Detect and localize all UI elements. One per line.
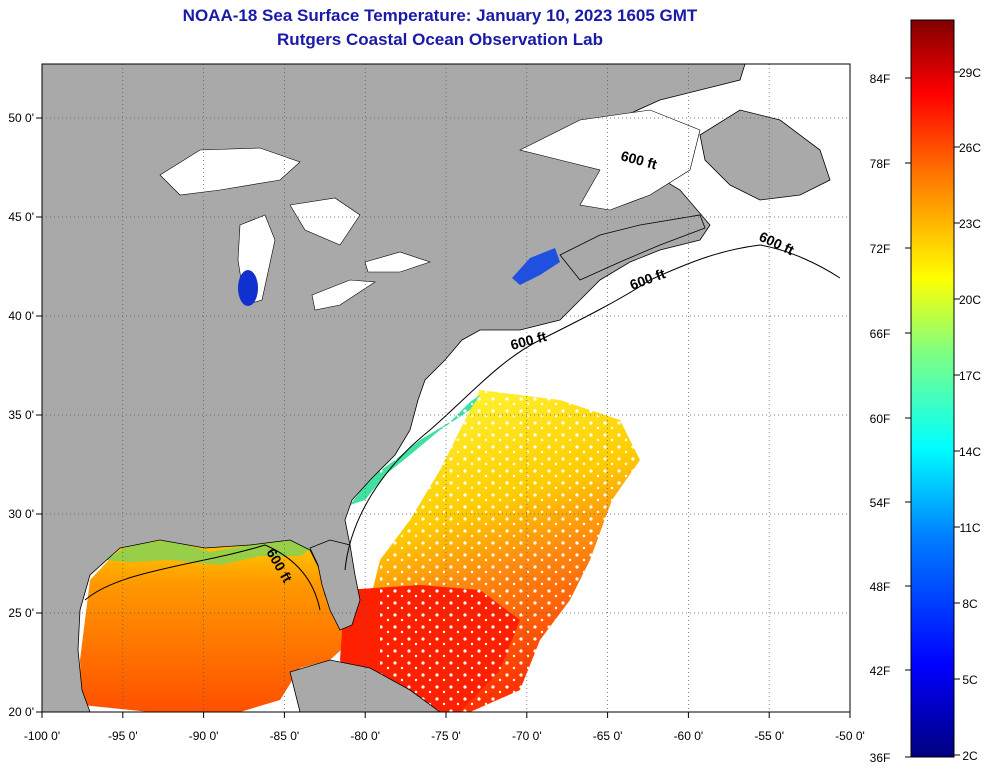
colorbar-c-label: 23C	[959, 217, 981, 231]
colorbar-f-label: 48F	[870, 580, 891, 594]
colorbar-f-label: 42F	[870, 664, 891, 678]
colorbar-f-label: 66F	[870, 327, 891, 341]
lon-tick-label: -70 0'	[512, 729, 542, 743]
lat-tick-label: 25 0'	[8, 606, 34, 620]
lon-tick-label: -90 0'	[189, 729, 219, 743]
cloud-speckle	[380, 380, 660, 712]
land-newfoundland	[699, 109, 831, 201]
colorbar-c-label: 8C	[962, 597, 978, 611]
colorbar-f-label: 78F	[870, 157, 891, 171]
lon-tick-label: -85 0'	[270, 729, 300, 743]
gulf-st-lawrence	[519, 109, 701, 211]
colorbar-c-label: 26C	[959, 141, 981, 155]
lon-tick-label: -65 0'	[593, 729, 623, 743]
great-lakes	[159, 147, 431, 311]
colorbar-c-label: 20C	[959, 293, 981, 307]
gulf-sst-region	[80, 540, 352, 712]
land-florida	[309, 539, 361, 631]
lon-tick-label: -95 0'	[108, 729, 138, 743]
colorbar-c-label: 5C	[962, 673, 978, 687]
colorbar-c-label: 17C	[959, 369, 981, 383]
colorbar-c-label: 11C	[959, 521, 980, 535]
lon-tick-label: -55 0'	[754, 729, 784, 743]
lon-tick-label: -75 0'	[431, 729, 461, 743]
colorbar-c-label: 14C	[959, 445, 981, 459]
lon-tick-label: -60 0'	[674, 729, 704, 743]
map-title: NOAA-18 Sea Surface Temperature: January…	[182, 6, 698, 25]
lat-tick-label: 30 0'	[8, 507, 34, 521]
lat-tick-label: 35 0'	[8, 408, 34, 422]
colorbar-c-label: 29C	[959, 66, 981, 80]
lake-michigan-cold	[238, 270, 258, 306]
lon-tick-label: -100 0'	[24, 729, 60, 743]
lon-tick-label: -50 0'	[835, 729, 865, 743]
colorbar-c-label: 2C	[962, 749, 978, 763]
map-grid	[42, 64, 850, 712]
colorbar-scale	[910, 19, 955, 758]
land-nova-scotia	[559, 214, 706, 281]
lon-tick-label: -80 0'	[350, 729, 380, 743]
lat-tick-label: 40 0'	[8, 309, 34, 323]
gulf-of-maine-cold	[512, 248, 560, 285]
gulf-cool-band	[105, 538, 312, 565]
axis-ticks: -100 0' -95 0' -90 0' -85 0' -80 0' -75 0' -70…	[8, 111, 864, 743]
lat-tick-label: 50 0'	[8, 111, 34, 125]
colorbar-ticks: 84F 78F 72F 66F 60F 54F 48F 42F 36F 29C 26C 23C 20C 1…	[870, 66, 982, 765]
colorbar-f-label: 72F	[870, 242, 891, 256]
land-cuba	[289, 659, 441, 712]
lat-tick-label: 20 0'	[8, 705, 34, 719]
map-plot-area: 600 ft 600 ft 600 ft 600 ft 600 ft	[42, 64, 850, 712]
map-subtitle: Rutgers Coastal Ocean Observation Lab	[277, 30, 603, 49]
lat-tick-label: 45 0'	[8, 210, 34, 224]
colorbar-f-label: 84F	[870, 72, 891, 86]
colorbar-f-label: 60F	[870, 412, 891, 426]
isobath-600ft	[84, 244, 841, 611]
colorbar-f-label: 36F	[870, 751, 891, 765]
colorbar-f-label: 54F	[870, 496, 891, 510]
